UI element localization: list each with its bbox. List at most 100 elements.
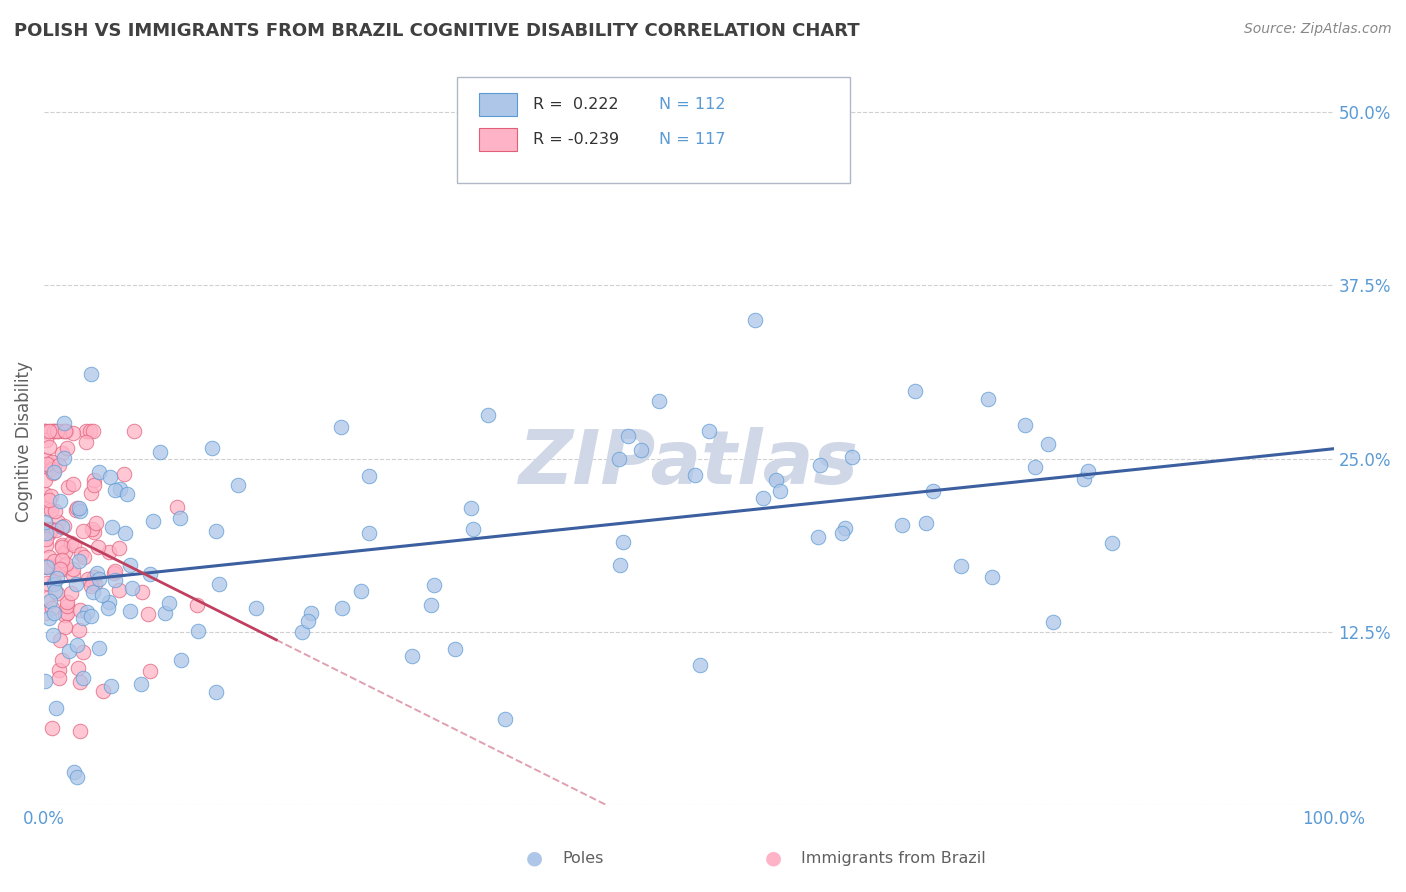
Point [689,658,711,673]
Point [297,614,319,628]
Point [37,559,59,574]
Point [330,420,353,434]
Point [100,520,122,534]
Point [149,445,172,459]
Point [330,601,353,615]
Point [186,624,208,639]
Point [609,452,631,467]
Point [477,408,499,422]
Point [51,445,73,459]
Point [72,671,94,685]
Point [39,503,62,517]
Point [48,671,70,685]
Point [87,640,110,655]
Point [62,538,84,552]
Point [38,440,60,454]
Point [1036,436,1059,450]
Point [48,493,70,508]
Point [55,557,77,571]
Point [166,500,188,514]
Point [84,516,107,530]
Text: POLISH VS IMMIGRANTS FROM BRAZIL COGNITIVE DISABILITY CORRELATION CHART: POLISH VS IMMIGRANTS FROM BRAZIL COGNITI… [14,22,859,40]
Point [55,594,77,608]
Point [72,645,94,659]
Text: R =  0.222: R = 0.222 [533,97,619,112]
Point [42,458,65,473]
Point [69,603,91,617]
Point [41,462,63,476]
Point [35,433,58,447]
Point [35,453,58,467]
Point [201,441,224,455]
Point [98,545,121,559]
Point [808,458,831,473]
Point [169,511,191,525]
Point [131,677,153,691]
Point [80,579,103,593]
Point [39,522,62,536]
Point [463,522,485,536]
Point [87,465,110,479]
Point [82,584,104,599]
Point [104,483,127,497]
Point [44,554,66,568]
Point [108,582,131,597]
Point [63,764,86,779]
Point [100,470,122,484]
Point [35,591,58,606]
Point [122,424,145,438]
Point [62,476,84,491]
Point [80,609,103,624]
Point [80,522,103,536]
Point [357,469,380,483]
Point [37,576,59,591]
Point [890,517,912,532]
Point [115,487,138,501]
Point [69,723,91,738]
Point [65,577,87,591]
Text: ●: ● [526,848,543,868]
Point [769,484,792,499]
Point [444,642,467,657]
Point [44,504,66,518]
Point [79,424,101,438]
Point [72,524,94,538]
Point [42,577,65,591]
Point [38,461,60,475]
Point [83,570,105,584]
Point [350,583,373,598]
Point [53,416,76,430]
Text: Immigrants from Brazil: Immigrants from Brazil [801,851,986,865]
Point [38,492,60,507]
Point [80,367,103,381]
Point [357,526,380,541]
Point [291,625,314,640]
Point [697,424,720,438]
Point [205,685,228,699]
Point [91,684,114,698]
Point [744,313,766,327]
Point [49,562,72,576]
Point [60,536,83,550]
Point [39,593,62,607]
Point [62,567,84,582]
Point [751,491,773,505]
Point [34,525,56,540]
Point [66,661,89,675]
Point [157,596,180,610]
Point [77,572,100,586]
Point [55,424,77,438]
Point [51,553,73,567]
Point [89,572,111,586]
Point [51,541,73,555]
Point [170,653,193,667]
Point [67,554,90,568]
Point [121,581,143,595]
Point [245,600,267,615]
Point [228,477,250,491]
Point [72,549,94,564]
Point [904,384,927,398]
Point [56,606,79,620]
Point [62,562,84,576]
Point [52,450,75,465]
